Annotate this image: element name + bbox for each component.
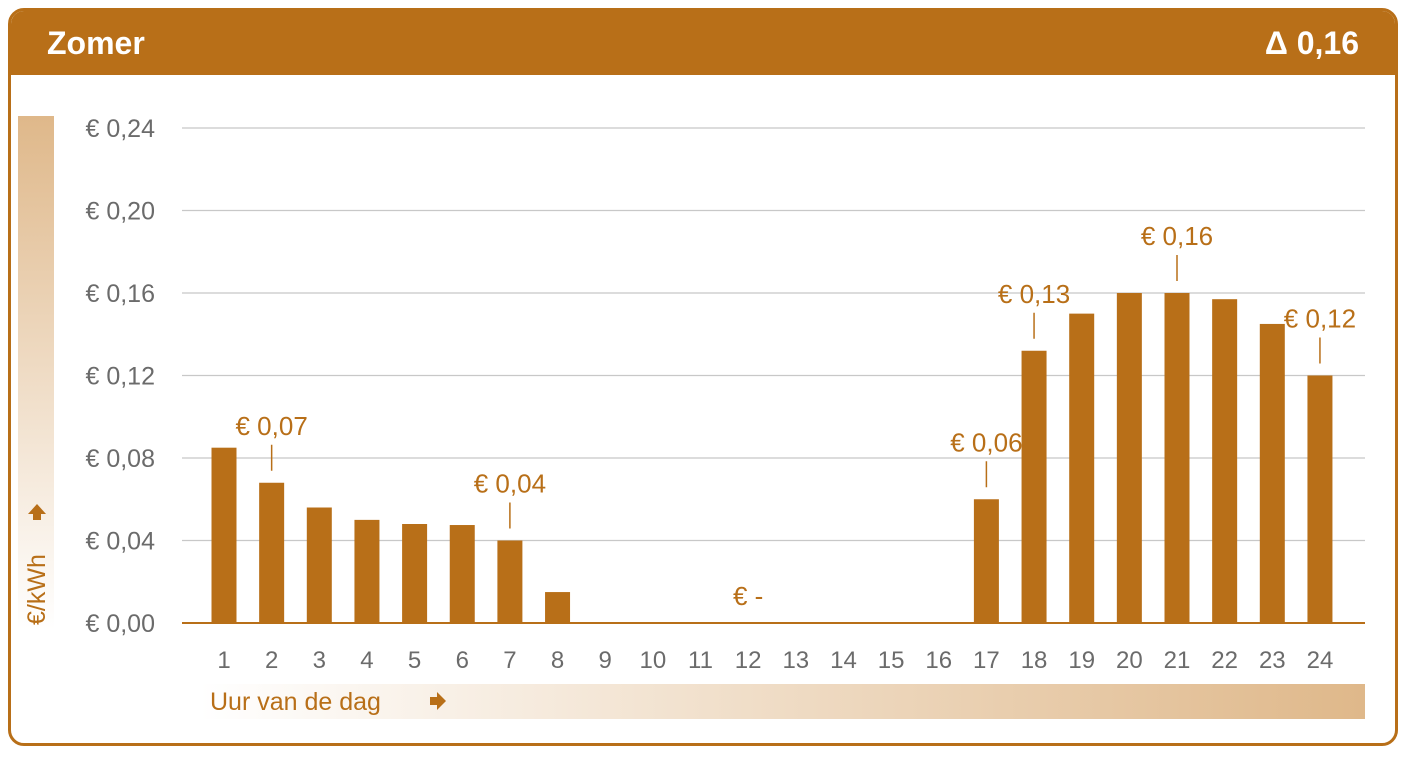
bar — [545, 592, 571, 623]
bar — [1069, 313, 1095, 623]
x-tick-label: 24 — [1307, 647, 1334, 674]
x-tick-label: 9 — [599, 647, 612, 674]
x-tick-label: 22 — [1211, 647, 1238, 674]
bar — [1307, 375, 1333, 623]
data-label: € - — [733, 581, 763, 611]
x-tick-label: 15 — [878, 647, 905, 674]
x-tick-label: 14 — [830, 647, 857, 674]
data-label: € 0,07 — [236, 411, 308, 441]
x-tick-label: 20 — [1116, 647, 1143, 674]
bar — [1021, 350, 1047, 623]
y-tick-label: € 0,16 — [85, 280, 155, 308]
x-tick-label: 6 — [456, 647, 469, 674]
x-tick-label: 3 — [313, 647, 326, 674]
x-tick-label: 10 — [639, 647, 666, 674]
bar — [973, 499, 999, 623]
x-tick-label: 8 — [551, 647, 564, 674]
bar — [259, 482, 285, 623]
y-tick-label: € 0,20 — [85, 198, 155, 226]
x-axis-title: Uur van de dag — [210, 688, 381, 716]
bar — [402, 524, 428, 623]
x-tick-label: 23 — [1259, 647, 1286, 674]
data-label: € 0,12 — [1284, 304, 1356, 334]
y-tick-label: € 0,24 — [85, 115, 155, 143]
x-axis-band — [200, 684, 1365, 719]
data-label: € 0,16 — [1141, 221, 1213, 251]
data-label: € 0,04 — [474, 469, 546, 499]
y-tick-label: € 0,00 — [85, 610, 155, 638]
chart-header: Zomer Δ 0,16 — [11, 11, 1395, 75]
x-tick-label: 7 — [503, 647, 516, 674]
x-tick-label: 1 — [217, 647, 230, 674]
x-tick-label: 16 — [925, 647, 952, 674]
data-label: € 0,06 — [950, 427, 1022, 457]
x-tick-label: 2 — [265, 647, 278, 674]
x-tick-label: 19 — [1068, 647, 1095, 674]
bar — [1116, 293, 1142, 623]
bar — [497, 540, 523, 623]
data-label: € 0,13 — [998, 279, 1070, 309]
x-tick-label: 12 — [735, 647, 762, 674]
bar — [306, 507, 332, 623]
x-tick-label: 17 — [973, 647, 1000, 674]
bar — [354, 519, 380, 623]
y-tick-label: € 0,12 — [85, 363, 155, 391]
x-tick-label: 13 — [782, 647, 809, 674]
x-tick-label: 4 — [360, 647, 373, 674]
bar — [1212, 299, 1238, 623]
x-axis-arrow-icon — [430, 692, 446, 710]
bar — [1164, 293, 1190, 623]
bar — [211, 447, 237, 623]
x-tick-label: 21 — [1164, 647, 1191, 674]
x-tick-label: 5 — [408, 647, 421, 674]
y-tick-label: € 0,08 — [85, 445, 155, 473]
y-tick-label: € 0,04 — [85, 528, 155, 556]
x-tick-label: 18 — [1021, 647, 1048, 674]
chart-title: Zomer — [47, 25, 145, 61]
bar — [449, 525, 475, 623]
y-axis-band — [18, 116, 54, 630]
x-tick-label: 11 — [688, 647, 713, 674]
y-axis-title: €/kWh — [23, 554, 51, 625]
delta-value: Δ 0,16 — [1264, 25, 1359, 61]
bar — [1259, 323, 1285, 623]
y-axis-arrow-icon — [28, 504, 46, 520]
